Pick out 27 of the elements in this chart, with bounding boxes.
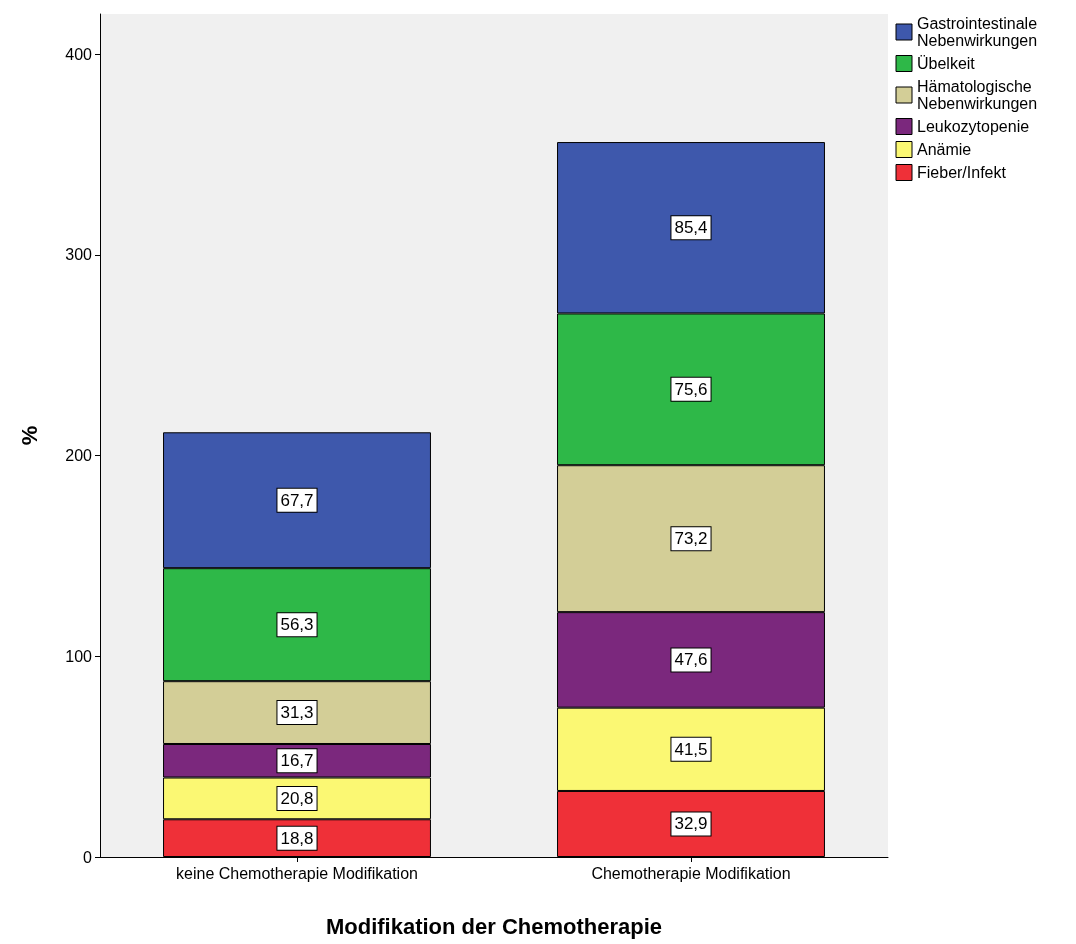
data-label: 75,6 (674, 379, 708, 399)
data-label: 56,3 (280, 615, 314, 635)
data-label: 41,5 (674, 739, 708, 759)
data-label: 73,2 (674, 529, 708, 549)
legend-label: Anämie (917, 141, 972, 158)
legend-label: Hämatologische Nebenwirkungen (917, 78, 1038, 112)
legend-label: Gastrointestinale Nebenwirkungen (917, 15, 1042, 49)
data-label: 32,9 (674, 814, 708, 834)
legend-label: Übelkeit (917, 55, 976, 72)
y-tick-label: 400 (65, 45, 93, 63)
data-label: 67,7 (280, 490, 314, 510)
x-tick-label: Chemotherapie Modifikation (591, 864, 791, 882)
y-tick-label: 100 (65, 647, 93, 665)
y-tick-label: 200 (65, 447, 93, 465)
data-label: 18,8 (280, 828, 314, 848)
y-axis-title: % (16, 425, 42, 446)
data-label: 85,4 (674, 218, 708, 238)
data-label: 16,7 (280, 751, 314, 771)
x-axis-title: Modifikation der Chemotherapie (325, 913, 663, 939)
y-tick-label: 300 (65, 246, 93, 264)
data-label: 20,8 (280, 788, 314, 808)
data-label: 47,6 (674, 650, 708, 670)
legend-label: Fieber/Infekt (917, 164, 1007, 181)
y-tick-label: 0 (83, 848, 93, 866)
legend-label: Leukozytopenie (917, 118, 1030, 135)
x-tick-label: keine Chemotherapie Modifikation (176, 864, 418, 882)
data-label: 31,3 (280, 703, 314, 723)
